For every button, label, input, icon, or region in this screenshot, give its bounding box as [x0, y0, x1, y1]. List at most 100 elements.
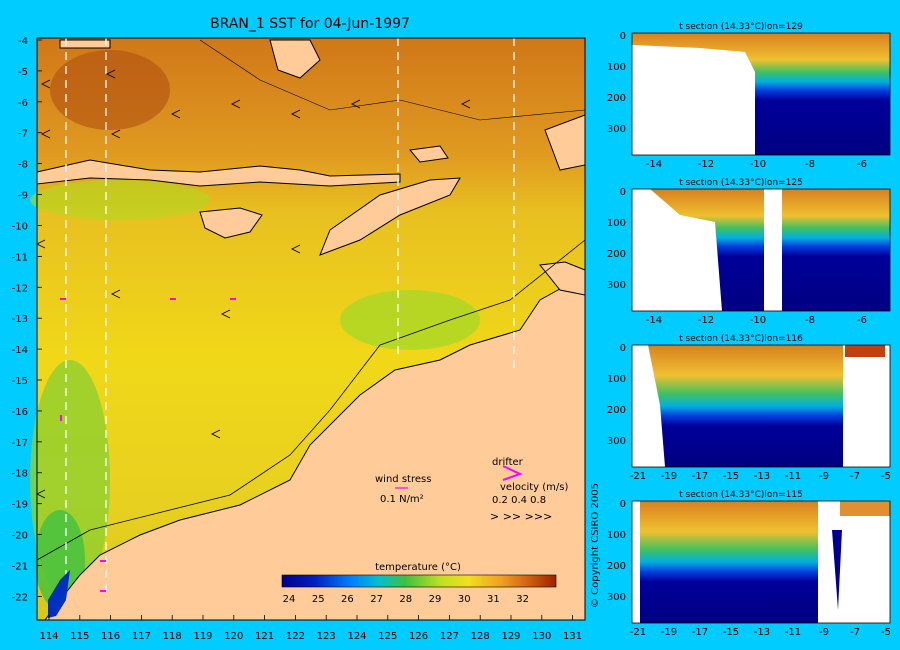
section-x-tick-label: -17 [692, 471, 708, 482]
section-x-tick-label: -11 [785, 471, 801, 482]
section-title: t section (14.33°C)lon=129 [679, 22, 803, 32]
section-land-mask [632, 45, 755, 155]
lon-tick-label: 130 [532, 631, 551, 642]
lon-tick-label: 129 [501, 631, 520, 642]
section-x-tick-label: -17 [692, 627, 708, 638]
wind-arrow [210, 429, 221, 439]
wind-arrow [220, 309, 231, 319]
section-y-tick-label: 300 [607, 436, 626, 447]
wind-arrow [170, 109, 181, 119]
wind-stress-label: wind stress [375, 474, 431, 485]
lon-tick-label: 125 [378, 631, 397, 642]
section-x-tick-label: -10 [750, 159, 766, 170]
lat-tick-label: -5 [18, 67, 28, 78]
section-x-tick-label: -10 [750, 315, 766, 326]
wind-arrow [460, 99, 471, 109]
lon-tick-label: 117 [132, 631, 151, 642]
lat-tick-label: -15 [12, 376, 28, 387]
section-y-tick-label: 100 [607, 218, 626, 229]
section-land-mask [843, 345, 890, 467]
colorbar-tick-label: 26 [341, 594, 354, 605]
drifter-marker [230, 298, 236, 300]
section-y-tick-label: 300 [607, 280, 626, 291]
depth-contour [36, 239, 586, 561]
sst-map [30, 37, 586, 621]
section-labels: t section (14.33°C)lon=129 0 100 200 300 -14 -… [607, 22, 891, 638]
temperature-colorbar: temperature (°C) 24 25 26 27 28 29 30 31 32 [281, 562, 557, 605]
section-x-tick-label: -15 [723, 627, 739, 638]
lon-tick-label: 124 [347, 631, 366, 642]
timor-island [319, 177, 461, 256]
map-frame [36, 37, 586, 621]
lon-tick-label: 114 [39, 631, 58, 642]
warm-water-patch [50, 50, 170, 130]
wind-arrow [290, 244, 301, 254]
section-y-tick-label: 0 [620, 343, 626, 354]
section-panel-lon125 [631, 188, 891, 312]
lat-tick-label: -16 [12, 407, 28, 418]
section-y-tick-label: 200 [607, 93, 626, 104]
section-land-mask [632, 501, 640, 623]
colorbar-title: temperature (°C) [375, 562, 461, 573]
drifter-marker [170, 298, 176, 300]
section-frame [631, 500, 891, 624]
wind-arrow [350, 99, 361, 109]
colorbar-tick-label: 28 [399, 594, 412, 605]
lat-tick-label: -8 [18, 160, 28, 171]
section-x-tick-label: -9 [819, 471, 829, 482]
lat-tick-label: -17 [12, 438, 28, 449]
wind-arrow [105, 69, 116, 79]
lat-tick-label: -13 [12, 314, 28, 325]
drifter-legend-arrow [502, 465, 523, 481]
lat-tick-label: -10 [12, 221, 28, 232]
section-x-tick-label: -9 [819, 627, 829, 638]
section-land-mask [818, 501, 890, 623]
lon-tick-label: 118 [163, 631, 182, 642]
wind-arrow [230, 99, 241, 109]
section-y-tick-label: 200 [607, 405, 626, 416]
lon-tick-label: 127 [440, 631, 459, 642]
section-frame [631, 188, 891, 312]
section-panels [631, 32, 891, 624]
lon-tick-label: 123 [317, 631, 336, 642]
lon-tick-label: 120 [224, 631, 243, 642]
section-x-tick-label: -6 [857, 159, 867, 170]
borneo-edge [59, 39, 111, 49]
section-title: t section (14.33°C)lon=125 [679, 178, 803, 188]
section-x-tick-label: -14 [646, 315, 662, 326]
section-x-tick-label: -7 [850, 627, 860, 638]
section-x-tick-label: -15 [723, 471, 739, 482]
shelf-cold-water [48, 570, 70, 618]
section-y-tick-label: 100 [607, 530, 626, 541]
section-x-tick-label: -11 [785, 627, 801, 638]
lesser-sunda-islands [36, 159, 401, 187]
wetar-island [409, 145, 449, 163]
colorbar-tick-label: 27 [370, 594, 383, 605]
section-x-tick-label: -21 [630, 627, 646, 638]
lat-tick-label: -18 [12, 469, 28, 480]
lon-tick-label: 122 [286, 631, 305, 642]
section-x-tick-label: -14 [646, 159, 662, 170]
section-title: t section (14.33°C)lon=115 [679, 490, 803, 500]
cool-water-patch [340, 290, 480, 350]
colorbar-tick-label: 24 [283, 594, 296, 605]
lon-tick-label: 128 [471, 631, 490, 642]
colorbar-tick-label: 25 [312, 594, 325, 605]
section-y-tick-label: 300 [607, 124, 626, 135]
lon-tick-labels: 114 115 116 117 118 119 120 121 122 123 124 125 126 1… [39, 615, 582, 642]
lat-tick-label: -20 [12, 531, 28, 542]
wind-stress-unit: 0.1 N/m² [380, 494, 424, 505]
wind-arrow [40, 129, 51, 139]
section-x-tick-label: -13 [754, 627, 770, 638]
copyright-text: © Copyright CSIRO 2005 [590, 483, 601, 608]
lat-tick-labels: -4 -5 -6 -7 -8 -9 -10 -11 -12 -13 -14 -15 -16 -17 -18 -… [12, 36, 42, 603]
lat-tick-label: -14 [12, 345, 28, 356]
section-title: t section (14.33°C)lon=116 [679, 334, 803, 344]
drifter-marker [100, 560, 106, 562]
drifter-markers [60, 298, 236, 592]
colorbar-gradient [281, 574, 557, 588]
depth-contour [199, 39, 586, 121]
lat-tick-label: -4 [18, 36, 28, 47]
section-warm-surface [840, 501, 890, 516]
colorbar-tick-labels: 24 25 26 27 28 29 30 31 32 [283, 594, 529, 605]
